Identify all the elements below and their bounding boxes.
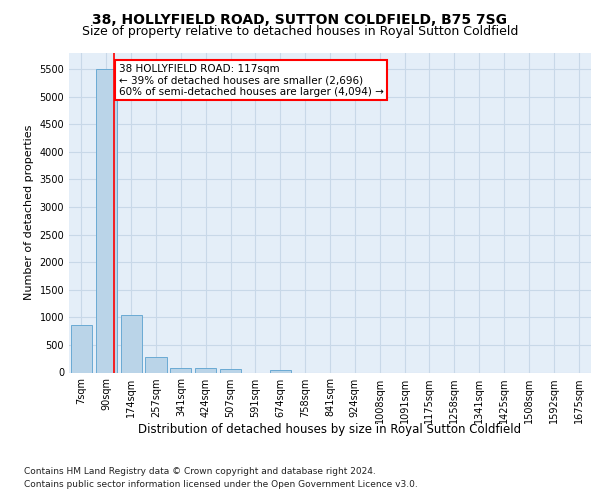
Text: 38, HOLLYFIELD ROAD, SUTTON COLDFIELD, B75 7SG: 38, HOLLYFIELD ROAD, SUTTON COLDFIELD, B… — [92, 12, 508, 26]
Bar — [121, 314, 142, 372]
Y-axis label: Number of detached properties: Number of detached properties — [24, 125, 34, 300]
Bar — [220, 369, 241, 372]
Bar — [195, 368, 216, 372]
Bar — [96, 69, 117, 372]
Bar — [270, 370, 291, 372]
Text: 38 HOLLYFIELD ROAD: 117sqm
← 39% of detached houses are smaller (2,696)
60% of s: 38 HOLLYFIELD ROAD: 117sqm ← 39% of deta… — [119, 64, 383, 96]
Bar — [170, 368, 191, 372]
Text: Size of property relative to detached houses in Royal Sutton Coldfield: Size of property relative to detached ho… — [82, 25, 518, 38]
Bar — [145, 358, 167, 372]
Text: Contains public sector information licensed under the Open Government Licence v3: Contains public sector information licen… — [24, 480, 418, 489]
Bar — [71, 324, 92, 372]
Text: Distribution of detached houses by size in Royal Sutton Coldfield: Distribution of detached houses by size … — [139, 422, 521, 436]
Text: Contains HM Land Registry data © Crown copyright and database right 2024.: Contains HM Land Registry data © Crown c… — [24, 468, 376, 476]
